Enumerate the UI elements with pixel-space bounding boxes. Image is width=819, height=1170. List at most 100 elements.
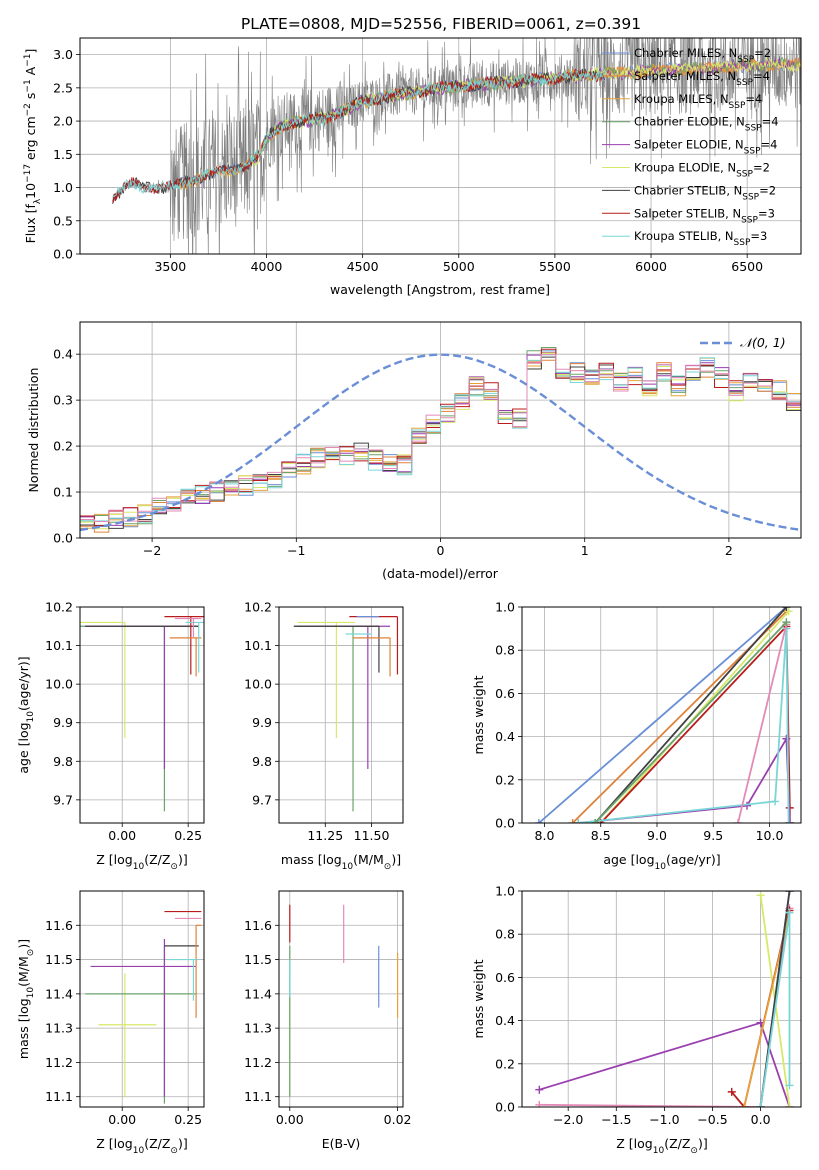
y-tick-label-0: 11.1 <box>244 1089 272 1104</box>
legend-label-5: Kroupa ELODIE, NSSP=2 <box>634 161 770 180</box>
series-7-marker-2 <box>785 1081 794 1090</box>
y-tick-label-5: 10.2 <box>45 600 73 615</box>
panel-2: 0.00 0.25 9.7 9.8 9.9 10.0 10.1 10.2 Z [log10(Z/… <box>16 600 205 872</box>
x-axis-label: E(B-V) <box>322 1136 361 1151</box>
x-axis-label: age [log10(age/yr)] <box>603 852 720 872</box>
y-tick-label-0: 0.0 <box>495 1100 515 1115</box>
x-tick-label-2: −1.0 <box>649 1112 679 1127</box>
x-tick-label-2: 9.0 <box>647 828 667 843</box>
x-tick-label-1: 0.02 <box>384 1112 412 1127</box>
hist-salpeter-stelib <box>80 348 801 527</box>
x-tick-label-1: 0.25 <box>174 1112 202 1127</box>
y-tick-label-2: 0.4 <box>495 1013 515 1028</box>
panel-5: 0.00 0.25 11.1 11.2 11.3 11.4 11.5 11.6 Z [log10… <box>16 890 205 1156</box>
point-6 <box>185 621 204 673</box>
plot-area-0 <box>112 38 801 254</box>
y-tick-label-5: 2.5 <box>53 80 73 95</box>
y-tick-label-4: 10.1 <box>45 638 73 653</box>
y-axis-label: age [log10(age/yr)] <box>16 656 36 773</box>
axes-frame-2 <box>79 606 205 824</box>
x-tick-label-4: 10.0 <box>756 828 784 843</box>
x-tick-label-0: −2 <box>143 543 161 558</box>
figure-title: PLATE=0808, MJD=52556, FIBERID=0061, z=0… <box>241 15 641 33</box>
series-8-marker-1 <box>782 618 791 627</box>
legend-label-0: Chabrier MILES, NSSP=2 <box>634 46 771 65</box>
plot-area-6 <box>289 904 399 1097</box>
series-4-marker-0 <box>727 1087 736 1096</box>
x-tick-label-0: 8.0 <box>535 828 555 843</box>
gaussian-curve <box>80 353 799 532</box>
y-tick-label-1: 0.2 <box>495 772 515 787</box>
series-3-marker-1 <box>785 1103 794 1107</box>
axes-frame-6 <box>278 890 404 1108</box>
legend-label-4: Salpeter ELODIE, NSSP=4 <box>634 138 777 157</box>
y-axis-label: mass [log10(M/M⊙)] <box>16 939 36 1059</box>
y-tick-label-3: 11.4 <box>45 986 73 1001</box>
y-tick-label-3: 0.6 <box>495 970 515 985</box>
y-tick-label-0: 11.1 <box>45 1089 73 1104</box>
x-tick-label-3: −0.5 <box>697 1112 727 1127</box>
plot-area-2 <box>80 616 204 812</box>
x-tick-label-4: 0.0 <box>751 1112 771 1127</box>
series-1-marker-0 <box>535 1100 544 1107</box>
y-tick-label-3: 0.3 <box>53 393 73 408</box>
hist-extra_pink <box>80 354 801 522</box>
series-6-marker-3 <box>784 819 793 823</box>
panel-1: −2 −1 0 1 2 0.0 0.1 0.2 0.3 0.4 𝒩(0, 1) (data-model… <box>26 321 802 581</box>
legend-label-1: Salpeter MILES, NSSP=4 <box>634 69 770 88</box>
y-tick-label-0: 0.0 <box>495 816 515 831</box>
y-tick-label-3: 0.6 <box>495 686 515 701</box>
point-5 <box>353 637 391 677</box>
y-tick-label-2: 0.4 <box>495 729 515 744</box>
axes-frame-5 <box>79 890 205 1108</box>
legend-label-7: Salpeter STELIB, NSSP=3 <box>634 206 775 225</box>
axes-frame-1 <box>79 321 802 539</box>
y-tick-label-2: 9.9 <box>252 715 272 730</box>
y-tick-label-5: 11.6 <box>45 918 73 933</box>
series-5 <box>578 735 791 823</box>
point-2 <box>85 625 197 769</box>
y-tick-label-2: 11.3 <box>45 1021 73 1036</box>
x-tick-label-1: −1 <box>287 543 305 558</box>
x-tick-label-1: 0.25 <box>174 828 202 843</box>
series-5-marker-3 <box>785 819 794 823</box>
point-3 <box>293 625 380 673</box>
point-0 <box>80 621 126 739</box>
hist-chabrier-elodie <box>80 347 801 525</box>
series-5-marker-1 <box>743 801 751 810</box>
y-tick-label-5: 1.0 <box>495 884 515 899</box>
legend-label-8: Kroupa STELIB, NSSP=3 <box>634 229 767 248</box>
x-tick-label-4: 5500 <box>539 259 571 274</box>
series-6-marker-0 <box>574 819 583 823</box>
y-axis-label: Normed distribution <box>26 368 41 493</box>
x-tick-label-2: 0 <box>437 543 445 558</box>
y-tick-label-4: 0.4 <box>53 347 73 362</box>
x-tick-label-1: 11.50 <box>354 828 390 843</box>
legend-gauss-label: 𝒩(0, 1) <box>740 335 786 350</box>
y-tick-label-4: 10.1 <box>244 638 272 653</box>
y-tick-label-0: 9.7 <box>252 792 272 807</box>
axes-frame-3 <box>278 606 404 824</box>
y-tick-label-1: 9.8 <box>252 754 272 769</box>
panel-7: −2.0 −1.5 −1.0 −0.5 0.0 0.0 0.2 0.4 0.6 0.8 1.0 Z [… <box>471 884 802 1156</box>
axes-frame-0 <box>79 37 802 255</box>
series-7 <box>737 624 788 823</box>
series-6-marker-1 <box>771 797 780 806</box>
hist-salpeter-elodie <box>80 352 801 526</box>
y-tick-label-1: 11.2 <box>45 1055 73 1070</box>
y-axis-label: Flux [fλ10−17 erg cm−2 s−1 A−1] <box>23 49 43 244</box>
point-2 <box>90 939 197 1097</box>
y-tick-label-2: 11.3 <box>244 1021 272 1036</box>
y-tick-label-1: 9.8 <box>53 754 73 769</box>
y-tick-label-2: 9.9 <box>53 715 73 730</box>
x-tick-label-3: 9.5 <box>703 828 723 843</box>
series-6-marker-1 <box>785 891 794 895</box>
series-7-marker-0 <box>734 819 742 823</box>
point-1 <box>80 625 199 812</box>
y-tick-label-4: 0.8 <box>495 643 515 658</box>
series-1-marker-0 <box>568 819 577 823</box>
y-tick-label-3: 1.5 <box>53 147 73 162</box>
x-tick-label-0: 11.25 <box>307 828 343 843</box>
y-tick-label-3: 11.4 <box>244 986 272 1001</box>
